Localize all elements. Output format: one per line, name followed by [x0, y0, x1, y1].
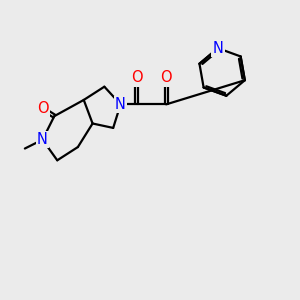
Text: O: O: [131, 70, 142, 86]
Text: N: N: [212, 41, 224, 56]
Text: N: N: [37, 132, 48, 147]
Text: O: O: [37, 101, 48, 116]
Text: O: O: [160, 70, 172, 86]
Text: N: N: [115, 97, 126, 112]
